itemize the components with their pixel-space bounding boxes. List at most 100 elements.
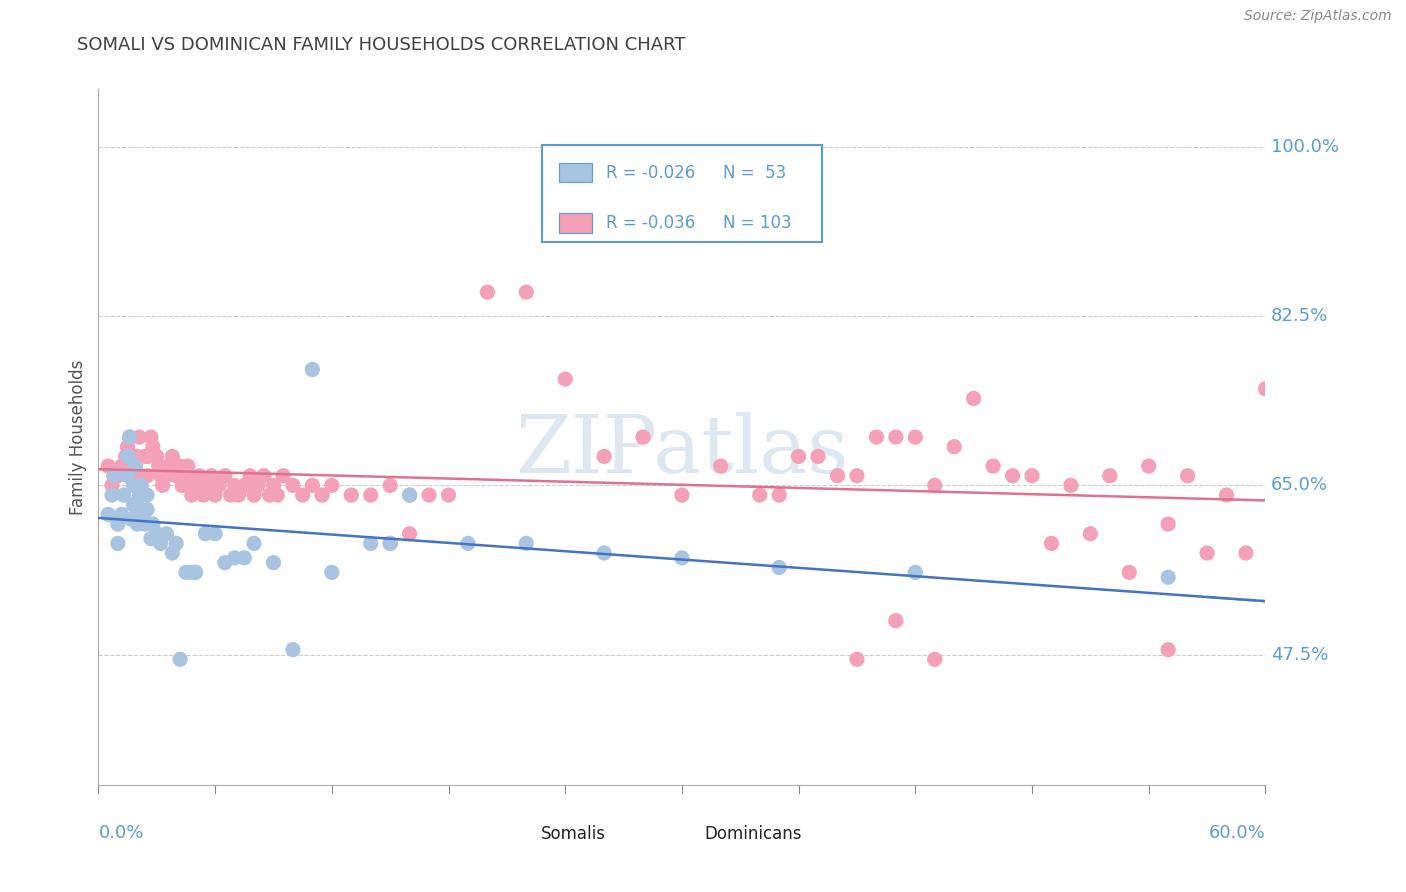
Text: 47.5%: 47.5% bbox=[1271, 646, 1329, 664]
Point bbox=[122, 478, 145, 492]
Point bbox=[228, 488, 250, 502]
Point bbox=[943, 440, 966, 454]
Point bbox=[129, 468, 152, 483]
Point bbox=[111, 508, 134, 522]
Point bbox=[112, 488, 135, 502]
Text: N =  53: N = 53 bbox=[723, 164, 786, 182]
Point bbox=[162, 546, 184, 560]
Point bbox=[233, 478, 256, 492]
Point bbox=[117, 468, 139, 483]
Point bbox=[962, 392, 984, 406]
Text: Somalis: Somalis bbox=[541, 825, 606, 843]
Point bbox=[301, 362, 323, 376]
Point bbox=[174, 566, 197, 580]
Point bbox=[136, 502, 159, 516]
Point bbox=[748, 488, 770, 502]
Point bbox=[101, 478, 124, 492]
Point bbox=[127, 502, 149, 516]
Point bbox=[262, 556, 284, 570]
FancyBboxPatch shape bbox=[513, 822, 538, 845]
Point bbox=[149, 468, 172, 483]
Point bbox=[162, 450, 184, 464]
Point bbox=[233, 550, 256, 565]
Point bbox=[208, 478, 231, 492]
Point bbox=[924, 652, 946, 666]
Point bbox=[188, 468, 211, 483]
Text: N = 103: N = 103 bbox=[723, 214, 792, 232]
Point bbox=[418, 488, 440, 502]
Point bbox=[103, 468, 125, 483]
Point bbox=[515, 285, 537, 300]
Point bbox=[1215, 488, 1237, 502]
Point bbox=[165, 536, 187, 550]
Point bbox=[103, 468, 125, 483]
Point bbox=[380, 536, 402, 550]
Point bbox=[155, 526, 177, 541]
Point bbox=[107, 517, 129, 532]
Point bbox=[138, 450, 160, 464]
Point bbox=[129, 478, 152, 492]
Point bbox=[807, 450, 830, 464]
Point bbox=[122, 498, 145, 512]
Point bbox=[1157, 570, 1180, 584]
Text: ZIPatlas: ZIPatlas bbox=[515, 412, 849, 490]
FancyBboxPatch shape bbox=[676, 822, 702, 845]
Point bbox=[157, 458, 180, 473]
Point bbox=[1118, 566, 1140, 580]
Point bbox=[437, 488, 460, 502]
Point bbox=[139, 430, 162, 444]
Point bbox=[107, 468, 129, 483]
Point bbox=[117, 440, 139, 454]
Text: Dominicans: Dominicans bbox=[704, 825, 801, 843]
Point bbox=[1234, 546, 1257, 560]
Point bbox=[1177, 468, 1199, 483]
Point bbox=[1080, 526, 1102, 541]
Point bbox=[291, 488, 314, 502]
Point bbox=[180, 488, 202, 502]
Point bbox=[631, 430, 654, 444]
Text: R = -0.026: R = -0.026 bbox=[606, 164, 696, 182]
Point bbox=[117, 450, 139, 464]
Point bbox=[184, 478, 207, 492]
Point bbox=[142, 440, 165, 454]
Point bbox=[398, 488, 420, 502]
Point bbox=[204, 526, 226, 541]
Point bbox=[214, 556, 236, 570]
Point bbox=[136, 468, 159, 483]
Point bbox=[107, 536, 129, 550]
Point bbox=[380, 536, 402, 550]
Point bbox=[214, 468, 236, 483]
Point bbox=[149, 536, 172, 550]
FancyBboxPatch shape bbox=[541, 145, 823, 243]
Point bbox=[1157, 517, 1180, 532]
Point bbox=[127, 517, 149, 532]
Point bbox=[787, 450, 810, 464]
Point bbox=[101, 488, 124, 502]
Point bbox=[152, 478, 174, 492]
Point bbox=[146, 450, 169, 464]
Point bbox=[398, 488, 420, 502]
Point bbox=[243, 488, 266, 502]
Point bbox=[846, 652, 869, 666]
Point bbox=[174, 468, 197, 483]
Text: 82.5%: 82.5% bbox=[1271, 307, 1329, 326]
Point bbox=[124, 450, 146, 464]
Point bbox=[1060, 478, 1083, 492]
Point bbox=[170, 478, 193, 492]
Point bbox=[219, 488, 242, 502]
Point bbox=[281, 642, 304, 657]
Point bbox=[200, 468, 222, 483]
Text: Source: ZipAtlas.com: Source: ZipAtlas.com bbox=[1244, 9, 1392, 23]
Point bbox=[224, 550, 246, 565]
Point bbox=[193, 488, 215, 502]
Point bbox=[865, 430, 887, 444]
Point bbox=[134, 517, 156, 532]
Point bbox=[380, 478, 402, 492]
Text: 0.0%: 0.0% bbox=[98, 823, 143, 842]
Point bbox=[360, 536, 382, 550]
Point bbox=[253, 468, 276, 483]
Point bbox=[710, 458, 733, 473]
Point bbox=[204, 488, 226, 502]
Point bbox=[121, 512, 143, 526]
Point bbox=[111, 458, 134, 473]
